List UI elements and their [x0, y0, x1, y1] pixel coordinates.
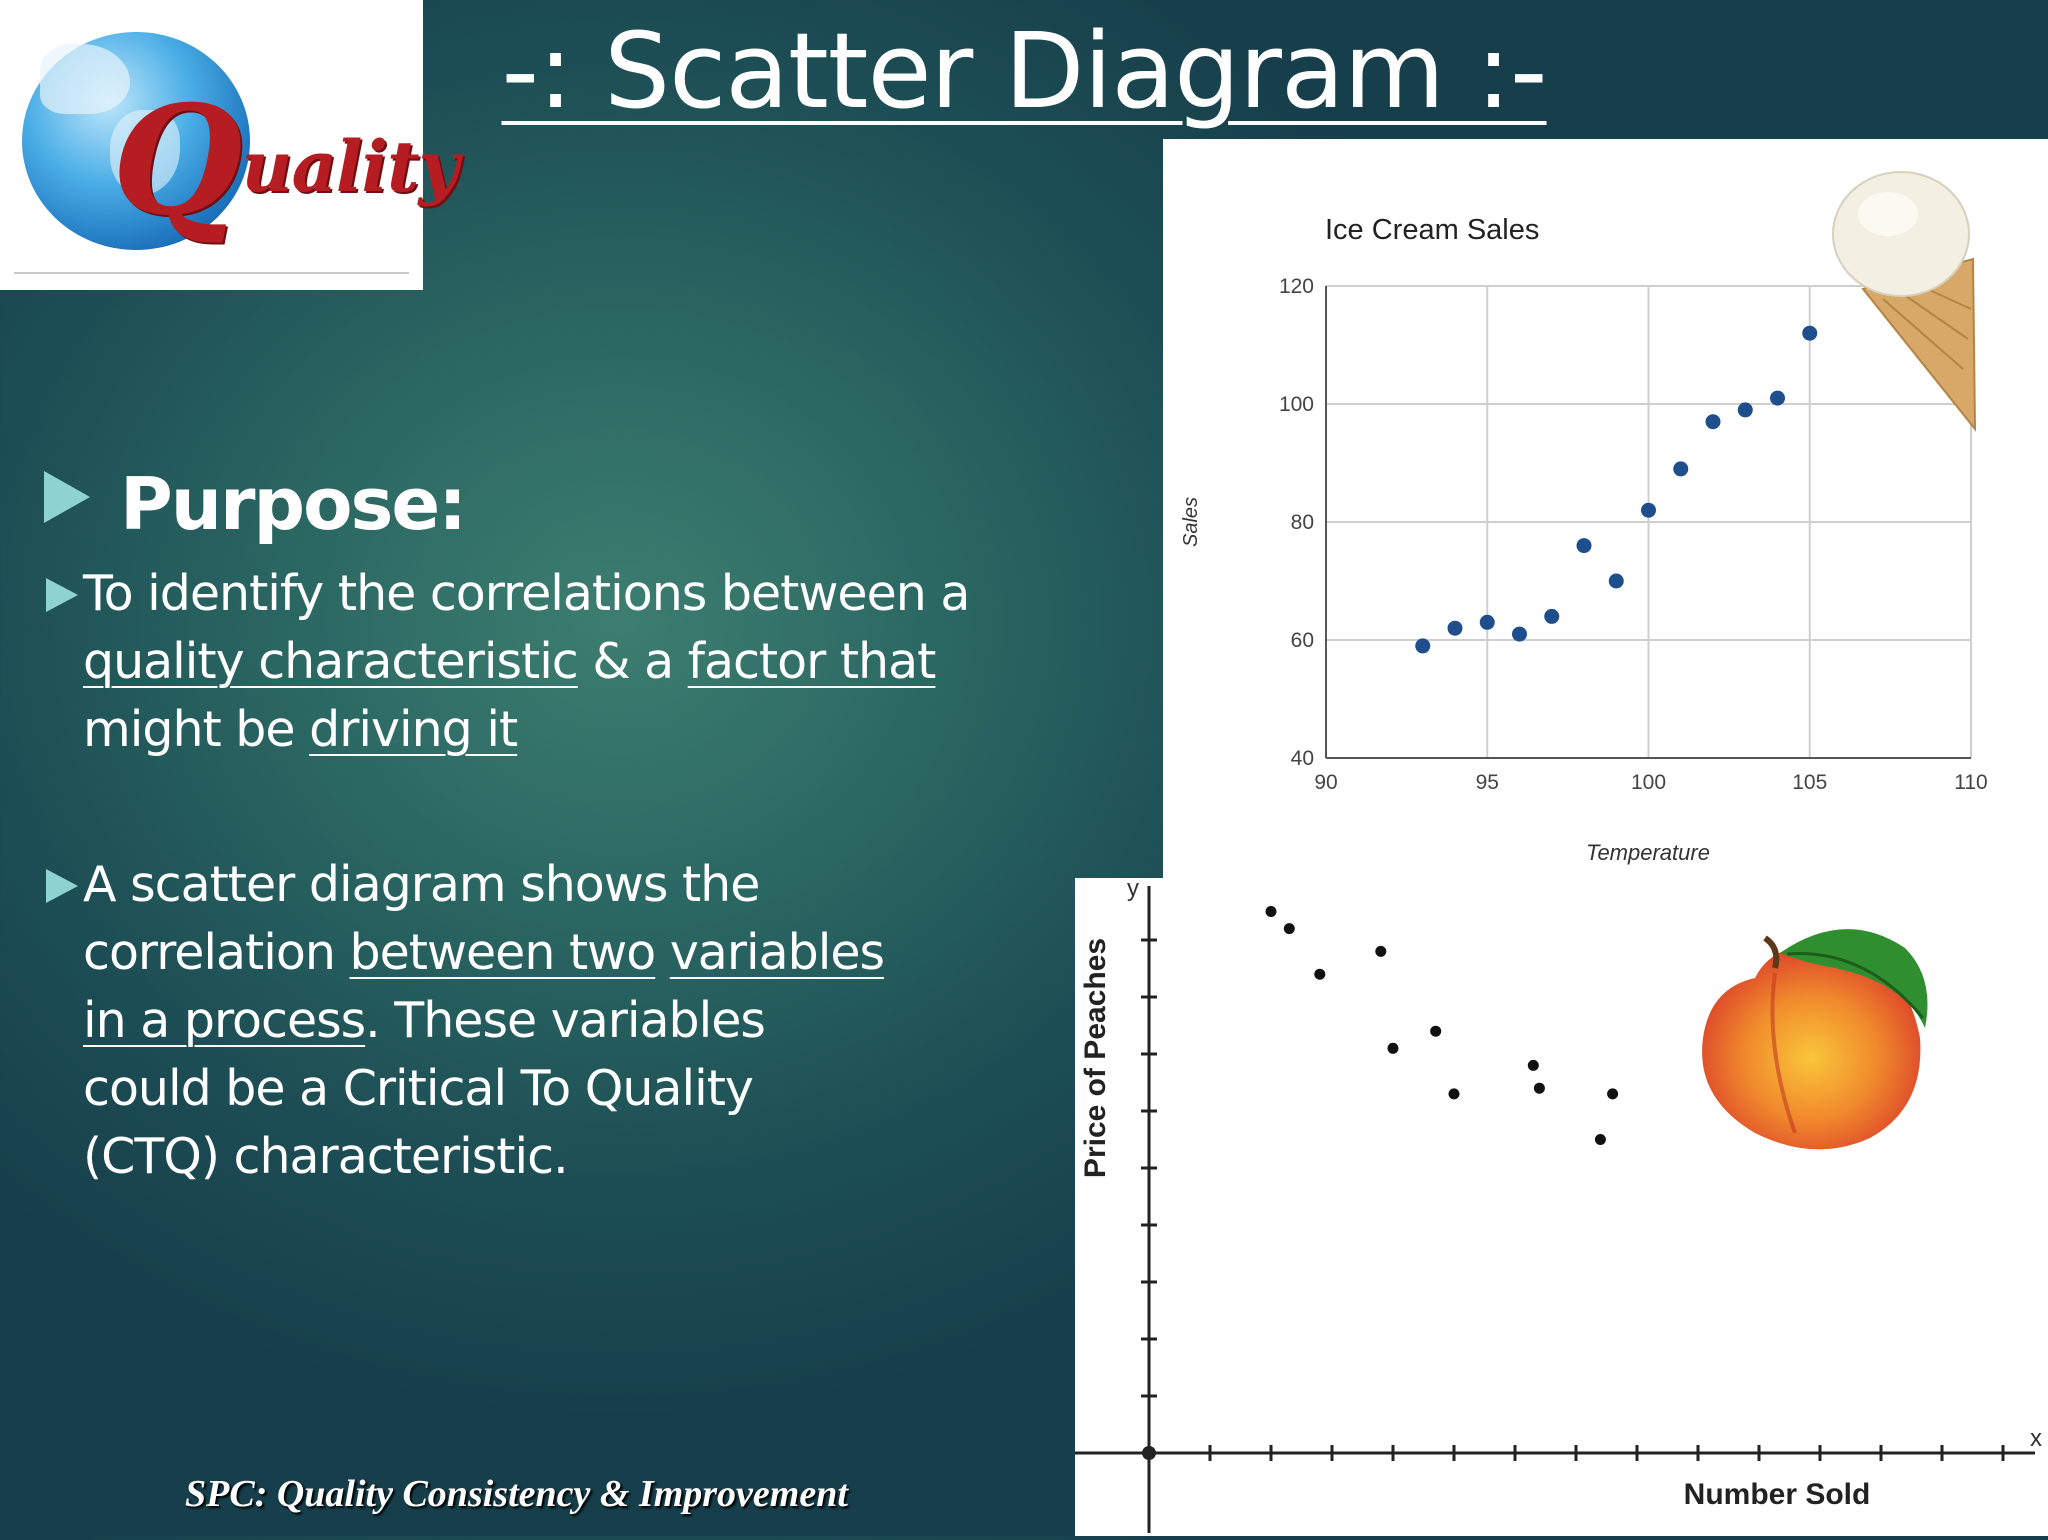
- y-tick-label: 60: [1291, 629, 1314, 652]
- y-axis-letter: y: [1127, 878, 1139, 902]
- y-tick-label: 40: [1291, 747, 1314, 770]
- bullet-text-segment: [655, 924, 670, 981]
- slide-title-text: -: Scatter Diagram :-: [501, 10, 1547, 132]
- ice-cream-chart-panel: 90 95 100 105 110 40 60 80 100 120 Ice Cream Sale…: [1163, 139, 2048, 879]
- data-point: [1673, 461, 1689, 477]
- chart-tick-labels: 90 95 100 105 110 40 60 80 100 120: [1279, 275, 1988, 794]
- data-point: [1641, 502, 1656, 518]
- y-tick-label: 120: [1279, 275, 1314, 298]
- data-point: [1265, 906, 1277, 917]
- underlined-term: driving it: [309, 701, 518, 758]
- data-point: [1283, 923, 1295, 935]
- globe-land-shape: [110, 110, 180, 195]
- x-axis-label: Temperature: [1586, 840, 1710, 865]
- data-point: [1387, 1042, 1399, 1054]
- data-point: [1314, 968, 1326, 980]
- underlined-term: variables: [669, 924, 885, 981]
- logo-divider: [14, 272, 409, 274]
- data-point: [1607, 1088, 1619, 1100]
- underlined-term: between two: [349, 924, 657, 981]
- chart-axes: [1075, 886, 2035, 1533]
- ice-cream-cone-icon: [1832, 171, 1977, 432]
- y-axis-label: Sales: [1180, 497, 1202, 547]
- data-point: [1705, 414, 1721, 430]
- data-point: [1512, 626, 1527, 642]
- data-point: [1375, 945, 1387, 957]
- data-point: [1737, 402, 1753, 418]
- triangle-bullet-icon: [46, 869, 78, 903]
- bullet-text-segment: could be a Critical To Quality: [83, 1060, 754, 1117]
- purpose-heading-text: Purpose:: [120, 462, 467, 546]
- purpose-heading: Purpose:: [44, 462, 467, 546]
- origin-marker: [1142, 1446, 1156, 1460]
- chart-points: [1204, 717, 1619, 1145]
- data-point: [1576, 538, 1592, 554]
- footer-caption: SPC: Quality Consistency & Improvement: [185, 1473, 848, 1515]
- data-point: [1479, 614, 1495, 630]
- x-tick-label: 90: [1314, 771, 1337, 794]
- slide-title: -: Scatter Diagram :-: [0, 10, 2048, 132]
- peaches-chart-panel: Price of Peaches Number Sold y x: [1075, 717, 2048, 1536]
- data-point: [1802, 325, 1818, 341]
- bullet-text-segment: & a: [577, 633, 688, 690]
- data-point: [1533, 1082, 1545, 1094]
- bullet-text-segment: correlation: [83, 924, 350, 981]
- bullet-purpose-text: To identify the correlations between a q…: [83, 560, 970, 764]
- data-point: [1594, 1134, 1606, 1145]
- y-tick-label: 100: [1279, 393, 1314, 416]
- globe-land-shape: [40, 44, 130, 114]
- peaches-scatter-chart: Price of Peaches Number Sold y x: [1075, 717, 2042, 1533]
- bullet-text-segment: . These variables: [365, 992, 766, 1049]
- chart-title: Ice Cream Sales: [1325, 214, 1539, 246]
- y-axis-label: Price of Peaches: [1079, 938, 1112, 1178]
- x-axis-label: Number Sold: [1684, 1478, 1871, 1511]
- logo-wordmark: Quality: [112, 73, 459, 249]
- chart-grid: [1325, 285, 1972, 759]
- bullet-text-segment: might be: [83, 701, 310, 758]
- chart-points: [1415, 325, 1818, 654]
- data-point: [1448, 1088, 1460, 1100]
- bullet-scatter-text: A scatter diagram shows the correlation …: [83, 851, 885, 1191]
- x-axis-letter: x: [2030, 1425, 2042, 1452]
- ice-cream-scatter-chart: 90 95 100 105 110 40 60 80 100 120 Ice Cream Sale…: [1180, 171, 1988, 865]
- underlined-term: in a process: [83, 992, 366, 1049]
- triangle-bullet-icon: [44, 471, 90, 523]
- y-tick-label: 80: [1291, 511, 1314, 534]
- data-point: [1608, 573, 1624, 589]
- underlined-term: quality characteristic: [83, 633, 579, 690]
- peach-icon: [1702, 929, 1928, 1150]
- bullet-text-segment: A scatter diagram shows the: [83, 856, 760, 913]
- data-point: [1447, 620, 1463, 636]
- triangle-bullet-icon: [46, 578, 78, 612]
- bullet-text-segment: To identify the correlations between a: [83, 565, 970, 622]
- data-point: [1544, 608, 1560, 624]
- bullet-text-segment: (CTQ) characteristic.: [83, 1128, 569, 1185]
- data-point: [1527, 1059, 1539, 1071]
- x-tick-label: 105: [1792, 771, 1827, 794]
- x-tick-label: 95: [1476, 771, 1499, 794]
- data-point: [1430, 1025, 1442, 1037]
- quality-logo: Quality: [0, 0, 459, 290]
- underlined-term: factor that: [687, 633, 937, 690]
- data-point: [1415, 638, 1431, 654]
- x-tick-label: 110: [1954, 771, 1987, 794]
- data-point: [1770, 390, 1785, 406]
- x-tick-label: 100: [1631, 771, 1666, 794]
